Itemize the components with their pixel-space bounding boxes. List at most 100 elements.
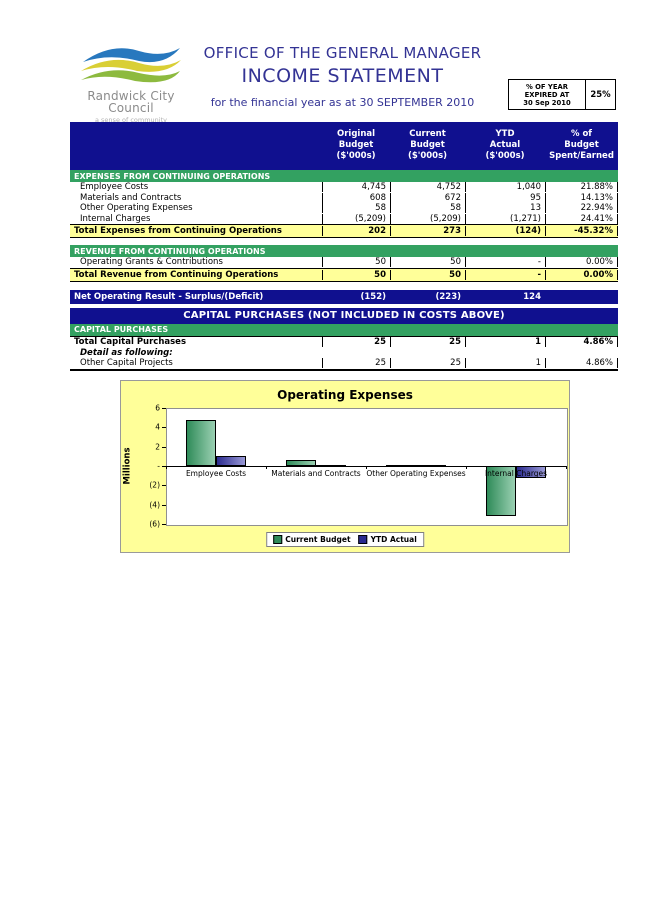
cell-value: 1 [465, 358, 545, 369]
x-axis-tick [466, 466, 467, 469]
cell-value: 50 [322, 269, 390, 280]
cell-value: 1,040 [465, 182, 545, 193]
table-row: Employee Costs 4,745 4,752 1,040 21.88% [70, 182, 618, 193]
row-label: REVENUE FROM CONTINUING OPERATIONS [74, 246, 266, 256]
cell-value: 21.88% [545, 182, 618, 193]
banner-label: CAPITAL PURCHASES (NOT INCLUDED IN COSTS… [183, 310, 505, 321]
cell-value: 1 [465, 337, 545, 347]
cell-value: 50 [390, 257, 465, 268]
year-expired-value: 25% [590, 89, 611, 100]
cell-value: (1,271) [465, 213, 545, 224]
cell-value: - [465, 257, 545, 268]
row-label: Materials and Contracts [80, 192, 182, 203]
cell-value: 25 [390, 337, 465, 347]
cell-value: (124) [465, 226, 545, 236]
y-tick-mark [162, 427, 166, 429]
income-statement-table: Original Budget ($'000s) Current Budget (… [70, 122, 618, 371]
cell-value: 13 [465, 203, 545, 214]
ytd-actual-swatch-icon [358, 535, 368, 544]
cell-value: (5,209) [390, 213, 465, 224]
x-axis-tick [166, 466, 167, 469]
row-label: Total Revenue from Continuing Operations [74, 269, 279, 280]
ytd-actual-bar [216, 455, 246, 466]
category-label: Internal Charges [484, 469, 548, 478]
cell-value: - [465, 269, 545, 280]
column-header: YTD Actual ($'000s) [485, 129, 525, 161]
cell-value: 0.00% [545, 257, 618, 268]
y-tick-mark [162, 446, 166, 448]
cell-value: 4.86% [545, 358, 618, 369]
cell-value: 25 [322, 337, 390, 347]
legend-item: Current Budget [273, 535, 351, 544]
cell-value: 4.86% [545, 337, 618, 347]
y-tick-label: (6) [149, 519, 160, 529]
current-budget-bar [186, 420, 216, 466]
year-expired-label: % OF YEAR EXPIRED AT 30 Sep 2010 [509, 80, 586, 109]
current-budget-bar [486, 466, 516, 517]
row-label: Total Expenses from Continuing Operation… [74, 226, 282, 236]
y-tick-label: - [157, 461, 160, 471]
x-axis-tick [366, 466, 367, 469]
cell-value: 24.41% [545, 213, 618, 224]
cell-value: 22.94% [545, 203, 618, 214]
table-row: Operating Grants & Contributions 50 50-0.0… [70, 257, 618, 268]
row-label: Other Capital Projects [80, 358, 173, 369]
cell-value: 608 [322, 192, 390, 203]
cell-value: 202 [322, 226, 390, 236]
cell-value: (152) [360, 291, 386, 302]
report-titles: OFFICE OF THE GENERAL MANAGER INCOME STA… [175, 44, 510, 109]
cell-value: (223) [435, 291, 461, 302]
table-row: Total Revenue from Continuing Operations… [70, 267, 618, 282]
column-header: Original Budget ($'000s) [336, 129, 376, 161]
section-header-row: EXPENSES FROM CONTINUING OPERATIONS [70, 170, 618, 182]
cell-value: 50 [322, 257, 390, 268]
row-label: Internal Charges [80, 213, 151, 224]
row-label: CAPITAL PURCHASES [74, 325, 169, 334]
cell-value: 124 [523, 291, 541, 302]
y-tick-label: (4) [149, 500, 160, 510]
legend-label: YTD Actual [370, 535, 417, 544]
operating-expenses-chart: Operating Expenses Millions Current Budg… [120, 380, 570, 553]
report-title: INCOME STATEMENT [241, 65, 444, 87]
table-row: Net Operating Result - Surplus/(Deficit)… [70, 289, 618, 304]
table-row [70, 282, 618, 289]
category-label: Materials and Contracts [271, 469, 361, 478]
row-label: Total Capital Purchases [74, 337, 187, 347]
department-title: OFFICE OF THE GENERAL MANAGER [203, 44, 482, 62]
row-label: Other Operating Expenses [80, 203, 193, 214]
table-row: Internal Charges (5,209) (5,209) (1,271) 24.… [70, 213, 618, 225]
capital-banner-row: CAPITAL PURCHASES (NOT INCLUDED IN COSTS… [70, 307, 618, 324]
current-budget-swatch-icon [273, 535, 283, 544]
cell-value: 672 [390, 192, 465, 203]
council-tagline: a sense of community [95, 116, 167, 124]
row-label: Net Operating Result - Surplus/(Deficit) [74, 291, 264, 302]
category-label: Employee Costs [185, 469, 247, 478]
row-label: Employee Costs [80, 182, 149, 193]
y-tick-mark [162, 408, 166, 409]
category-label: Other Operating Expenses [366, 469, 466, 478]
table-row: Total Expenses from Continuing Operation… [70, 224, 618, 238]
cell-value: 58 [390, 203, 465, 214]
cell-value: 95 [465, 192, 545, 203]
y-tick-mark [162, 504, 166, 506]
row-label: Detail as following: [80, 347, 173, 358]
column-header: % of Budget Spent/Earned [549, 129, 614, 161]
y-tick-label: 6 [155, 403, 160, 413]
column-header: Current Budget ($'000s) [407, 129, 448, 161]
y-tick-mark [162, 485, 166, 487]
year-expired-box: % OF YEAR EXPIRED AT 30 Sep 2010 25% [508, 79, 616, 110]
section-header-row: CAPITAL PURCHASES [70, 323, 618, 336]
row-label: Operating Grants & Contributions [80, 257, 223, 268]
legend-item: YTD Actual [358, 535, 417, 544]
cell-value: 273 [390, 226, 465, 236]
logo-waves-icon [81, 48, 181, 83]
cell-value: 4,745 [322, 182, 390, 193]
y-tick-mark [162, 524, 166, 525]
table-row: Detail as following: [70, 348, 618, 359]
y-tick-label: 2 [155, 442, 160, 452]
cell-value: -45.32% [545, 226, 618, 236]
cell-value: 0.00% [545, 269, 618, 280]
table-row: Other Operating Expenses 58 58 13 22.94% [70, 203, 618, 214]
cell-value: (5,209) [322, 213, 390, 224]
chart-title: Operating Expenses [277, 388, 413, 402]
